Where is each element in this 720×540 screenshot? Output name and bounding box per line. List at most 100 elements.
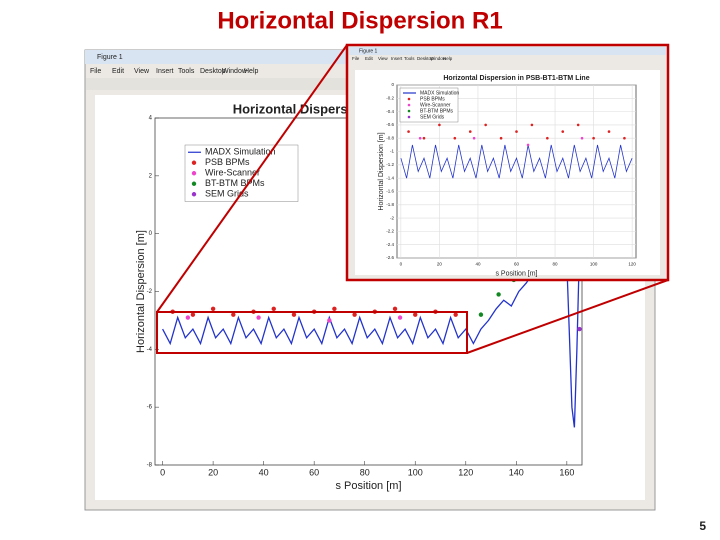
data-point — [392, 306, 398, 312]
menu-item: Desktop — [417, 56, 434, 61]
data-point — [352, 312, 357, 317]
zoom-connector — [466, 279, 669, 354]
inset-border — [345, 43, 670, 282]
y-tick-label: -6 — [147, 405, 153, 411]
menu-item: View — [134, 68, 150, 75]
x-tick-label: 120 — [628, 262, 636, 267]
data-point — [327, 318, 332, 323]
data-point — [256, 315, 261, 320]
x-tick-label: 80 — [553, 262, 559, 267]
menu-item: Tools — [178, 68, 195, 75]
data-point — [422, 136, 426, 140]
zoom-box — [156, 311, 468, 354]
legend-label: MADX Simulation — [205, 147, 276, 157]
slide-title: Horizontal Dispersion R1 — [217, 7, 502, 34]
chart-title: Horizontal Dispersion in PSB-BT1-BTM Lin… — [443, 75, 589, 82]
menu-item: Window — [222, 68, 248, 75]
y-axis-label: Horizontal Dispersion [m] — [135, 230, 147, 353]
x-tick-label: 140 — [509, 467, 524, 477]
data-point — [438, 123, 441, 127]
x-tick-label: 60 — [309, 467, 319, 477]
menu-item: Insert — [391, 56, 403, 61]
y-tick-label: -2.4 — [386, 242, 394, 247]
legend-label: PSB BPMs — [420, 96, 445, 102]
data-point — [185, 315, 191, 320]
menu-item: File — [90, 68, 101, 75]
data-point — [607, 130, 611, 133]
x-tick-label: 20 — [437, 262, 443, 267]
legend-swatch — [191, 192, 197, 197]
x-tick-label: 40 — [259, 467, 269, 477]
y-tick-label: -2 — [390, 215, 394, 220]
data-point — [210, 306, 216, 312]
legend-label: SEM Grids — [420, 114, 445, 120]
data-point — [472, 136, 476, 140]
data-point — [561, 130, 565, 133]
y-tick-label: -2.6 — [386, 255, 394, 260]
menu-item: View — [378, 56, 388, 61]
legend-label: BT-BTM BPMs — [205, 178, 265, 188]
y-tick-label: -8 — [147, 463, 153, 469]
x-tick-label: 120 — [458, 467, 473, 477]
y-tick-label: -0.8 — [386, 135, 394, 140]
legend-swatch — [407, 97, 411, 101]
y-tick-label: 0 — [149, 231, 153, 237]
data-point — [515, 130, 518, 133]
menu-item: Desktop — [200, 68, 226, 75]
menu-item: File — [352, 56, 360, 61]
y-tick-label: -0.2 — [386, 95, 394, 100]
y-tick-label: -4 — [147, 347, 153, 353]
data-point — [413, 312, 418, 317]
y-tick-label: 2 — [149, 173, 153, 179]
y-tick-label: -2 — [147, 289, 153, 295]
legend-swatch — [191, 181, 197, 186]
data-point — [576, 123, 580, 127]
y-tick-label: 0 — [391, 82, 394, 87]
data-point — [418, 136, 422, 140]
data-point — [499, 136, 503, 140]
data-point — [271, 306, 276, 312]
data-point — [453, 312, 458, 317]
page-number: 5 — [699, 519, 706, 533]
x-axis-label: s Position [m] — [335, 480, 401, 492]
y-tick-label: -2.2 — [386, 229, 394, 234]
legend-swatch — [407, 115, 411, 119]
data-point — [484, 123, 487, 127]
y-tick-label: -1.8 — [386, 202, 394, 207]
data-point — [623, 136, 626, 140]
menu-item: Help — [443, 56, 453, 61]
legend-label: Wire-Scanner — [205, 168, 260, 178]
legend-label: PSB BPMs — [205, 157, 250, 167]
data-point — [291, 312, 297, 317]
data-point — [577, 326, 582, 332]
menu-item: Insert — [156, 68, 174, 75]
y-tick-label: -1 — [390, 149, 394, 154]
y-tick-label: -1.4 — [386, 175, 394, 180]
zoom-connector — [156, 44, 348, 313]
x-tick-label: 40 — [475, 262, 481, 267]
legend-swatch — [407, 109, 411, 113]
data-point — [580, 136, 584, 140]
x-tick-label: 0 — [400, 262, 403, 267]
y-tick-label: -0.6 — [386, 122, 394, 127]
menu-item: Tools — [404, 56, 415, 61]
data-point — [332, 306, 337, 312]
data-point — [468, 130, 472, 133]
y-tick-label: -0.4 — [386, 109, 394, 114]
data-point — [190, 312, 196, 317]
y-tick-label: -1.6 — [386, 189, 394, 194]
data-point — [397, 315, 403, 320]
data-point — [496, 292, 501, 297]
zoom-indicator — [156, 44, 669, 354]
x-tick-label: 160 — [559, 467, 574, 477]
x-tick-label: 20 — [208, 467, 218, 477]
y-axis-label: Horizontal Dispersion [m] — [378, 132, 385, 210]
data-point — [592, 136, 595, 140]
y-tick-label: -1.2 — [386, 162, 394, 167]
menu-item: Help — [244, 68, 259, 75]
data-point — [407, 130, 410, 133]
menu-item: Edit — [365, 56, 374, 61]
legend-label: BT-BTM BPMs — [420, 108, 454, 114]
